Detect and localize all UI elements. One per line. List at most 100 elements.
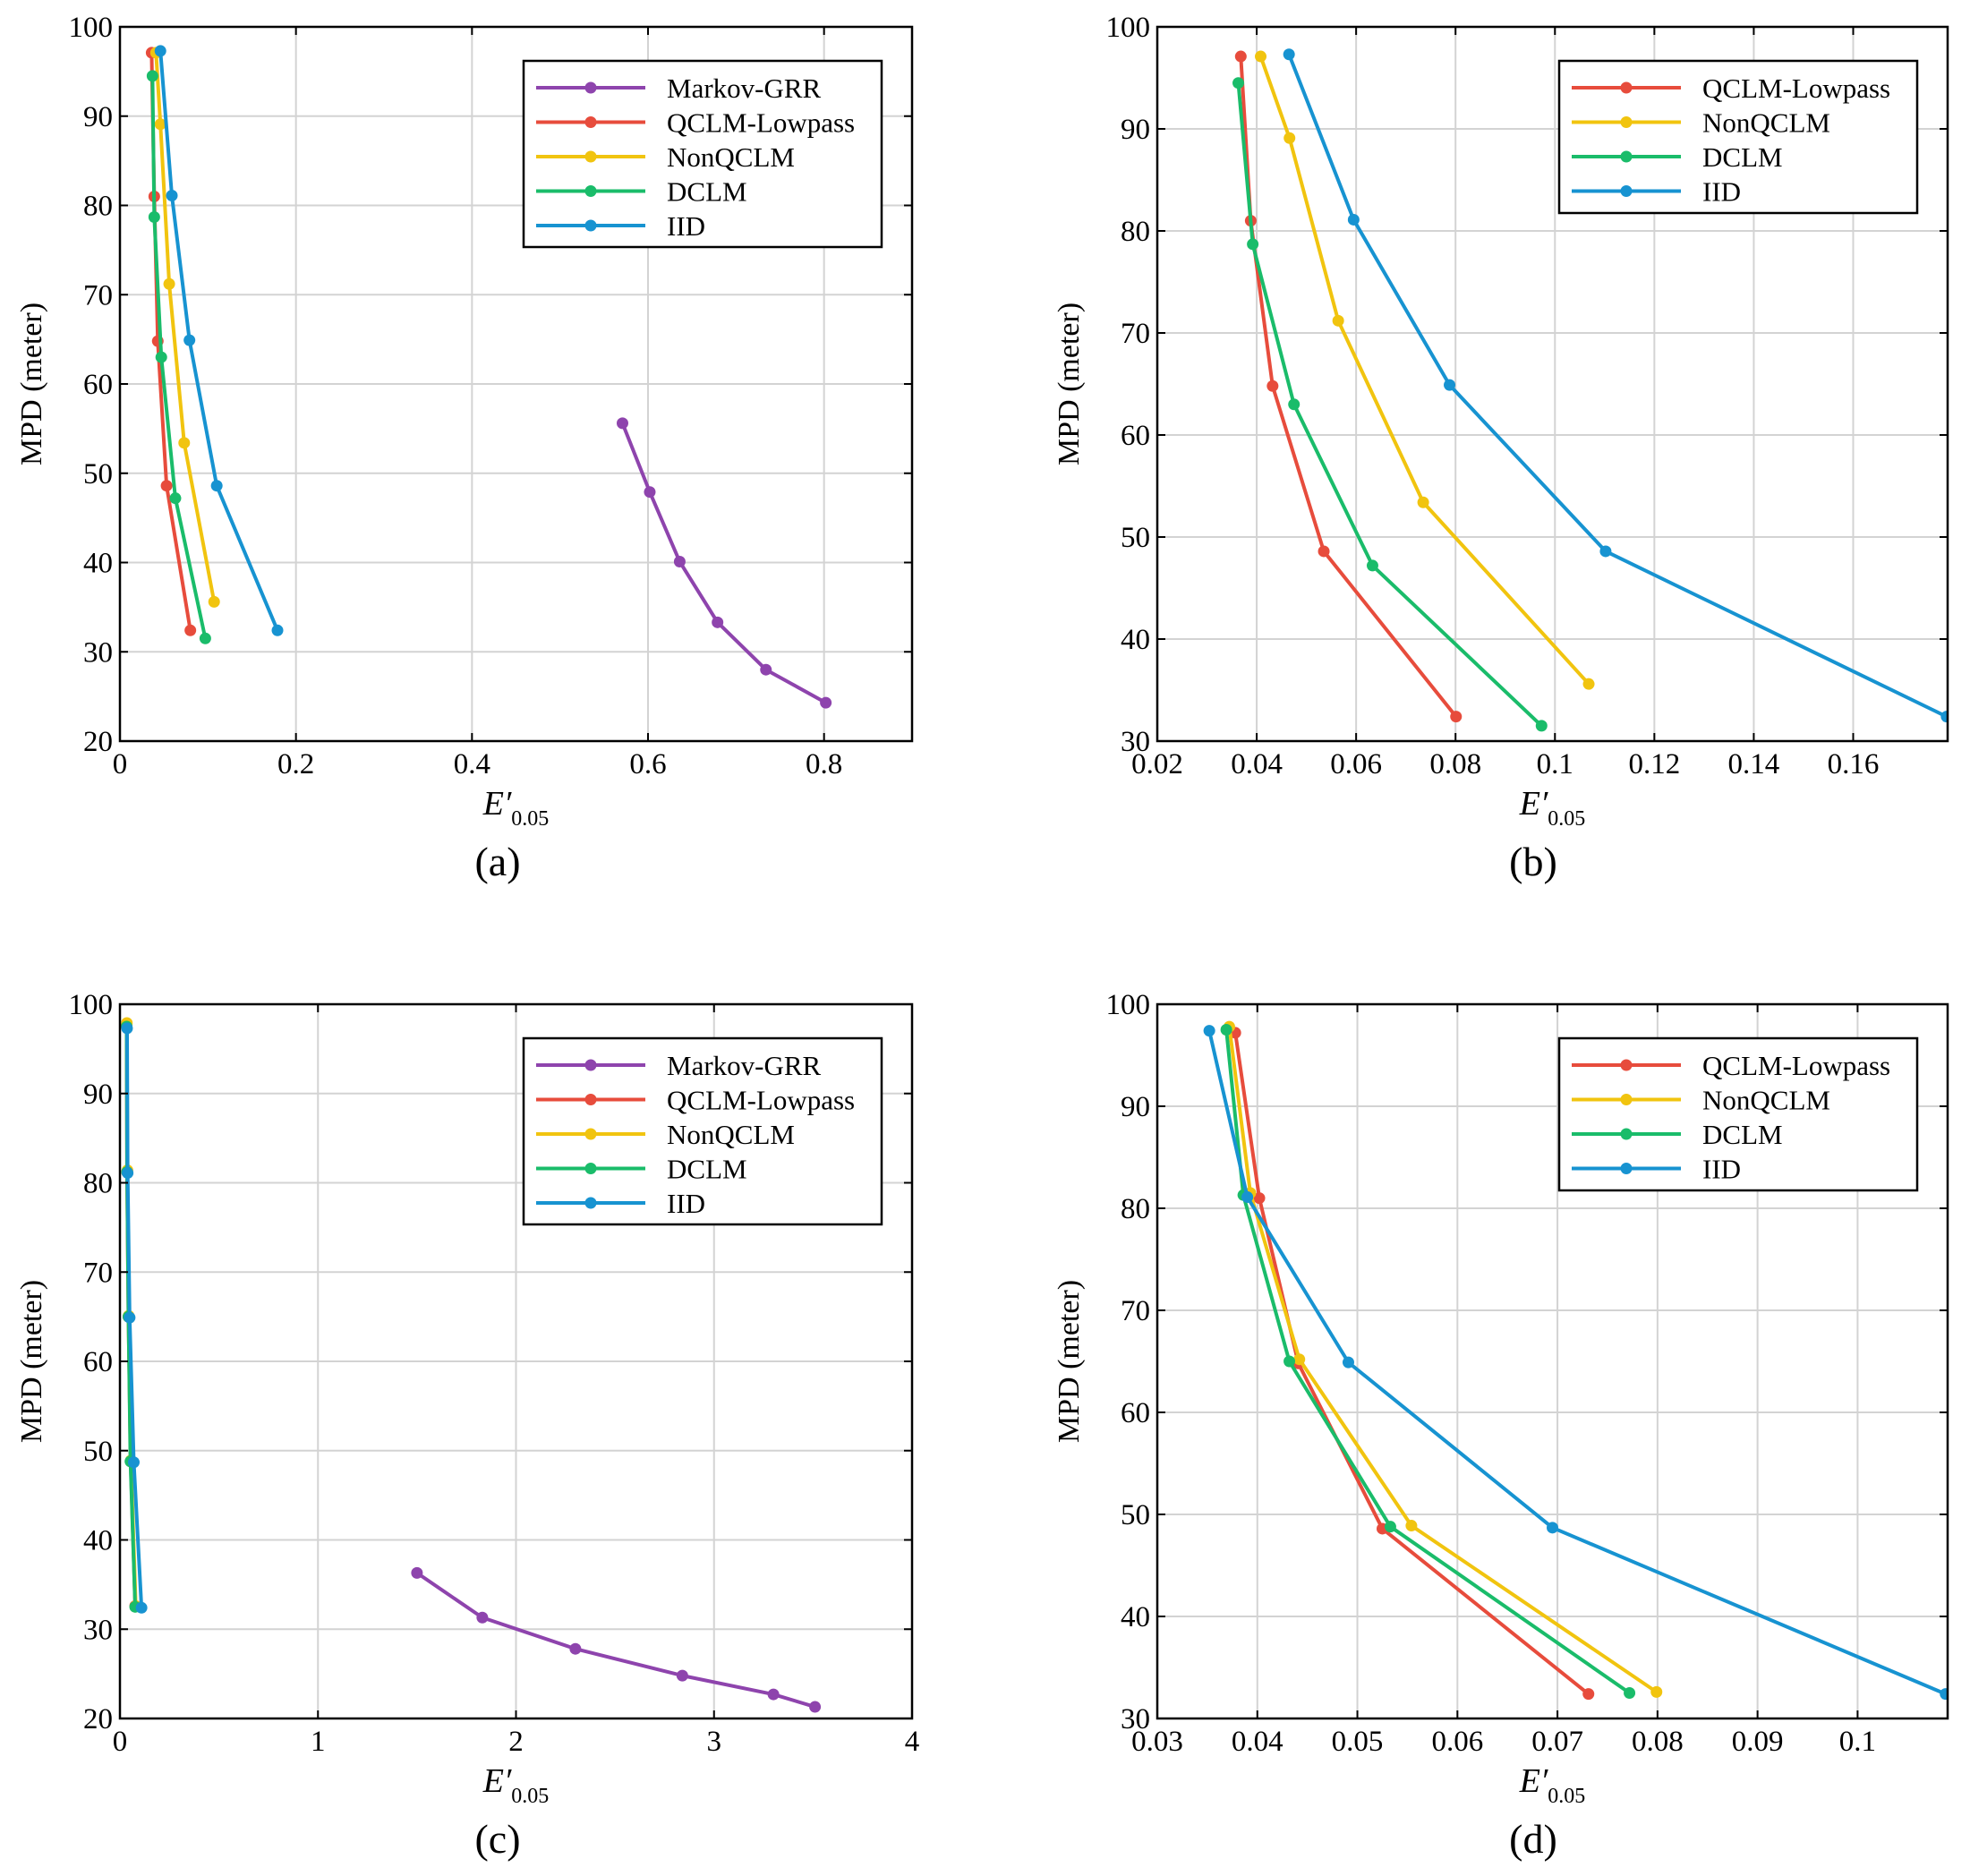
data-point-nonqclm xyxy=(1417,496,1429,508)
data-point-markov-grr xyxy=(712,616,724,628)
y-tick-label: 100 xyxy=(69,989,114,1021)
legend-label-qclm-lowpass: QCLM-Lowpass xyxy=(1702,1050,1890,1081)
data-point-iid xyxy=(1940,711,1948,723)
x-tick-label: 3 xyxy=(707,1726,722,1758)
data-point-iid xyxy=(166,190,178,202)
data-point-iid xyxy=(1599,545,1612,558)
data-point-nonqclm xyxy=(1283,132,1296,144)
legend-label-markov-grr: Markov-GRR xyxy=(667,72,822,104)
y-tick-label: 60 xyxy=(1121,1397,1150,1429)
x-tick-label: 0.02 xyxy=(1131,748,1183,780)
data-point-qclm-lowpass xyxy=(1253,1192,1266,1205)
y-tick-label: 100 xyxy=(69,12,114,44)
data-point-iid xyxy=(154,45,166,57)
data-point-iid xyxy=(1444,379,1456,391)
x-tick-label: 0.14 xyxy=(1728,748,1780,780)
data-point-iid xyxy=(1940,1688,1948,1701)
axes-frame xyxy=(1156,1002,1949,1720)
x-tick-label: 0.16 xyxy=(1828,748,1880,780)
data-point-qclm-lowpass xyxy=(1582,1688,1595,1701)
y-axis-label: MPD (meter) xyxy=(15,1280,48,1443)
legend-label-nonqclm: NonQCLM xyxy=(667,1119,795,1150)
data-point-iid xyxy=(1241,1190,1254,1203)
legend-marker-iid xyxy=(584,1197,597,1209)
y-tick-label: 80 xyxy=(1121,1193,1150,1225)
y-tick-label: 50 xyxy=(83,458,113,490)
data-point-dclm xyxy=(1288,398,1301,411)
data-point-nonqclm xyxy=(154,118,166,131)
legend-marker-qclm-lowpass xyxy=(584,1094,597,1105)
x-tick-label: 1 xyxy=(311,1726,326,1758)
data-point-markov-grr xyxy=(616,417,628,430)
legend-marker-iid xyxy=(584,219,597,232)
y-tick-label: 30 xyxy=(1121,726,1150,758)
data-point-nonqclm xyxy=(1293,1353,1306,1366)
panel-caption: (c) xyxy=(474,1816,520,1862)
y-tick-label: 80 xyxy=(1121,216,1150,248)
data-point-markov-grr xyxy=(644,486,656,499)
x-tick-label: 0.1 xyxy=(1839,1726,1876,1758)
chart-panel-a: 0 0.2 0.4 0.6 0.8 20 30 40 50 60 70 80 90 100 E′0.05 MP… xyxy=(15,12,914,884)
data-point-iid xyxy=(210,480,223,492)
y-tick-label: 70 xyxy=(1121,318,1150,350)
data-point-dclm xyxy=(1247,238,1259,251)
y-tick-label: 70 xyxy=(1121,1295,1150,1327)
data-point-iid xyxy=(1347,213,1360,226)
x-tick-label: 0.08 xyxy=(1429,748,1481,780)
legend-marker-nonqclm xyxy=(1620,116,1633,128)
data-point-dclm xyxy=(1220,1024,1232,1036)
legend-marker-qclm-lowpass xyxy=(1620,81,1633,94)
data-point-dclm xyxy=(146,70,158,82)
data-point-dclm xyxy=(1232,77,1245,90)
data-point-iid xyxy=(121,1022,133,1035)
legend-marker-iid xyxy=(1620,1163,1633,1174)
data-point-qclm-lowpass xyxy=(1450,711,1463,723)
x-tick-label: 0.1 xyxy=(1537,748,1573,780)
data-point-markov-grr xyxy=(476,1611,489,1624)
data-point-nonqclm xyxy=(1405,1520,1418,1532)
y-tick-label: 60 xyxy=(83,369,113,401)
y-tick-label: 100 xyxy=(1106,989,1151,1021)
series-line-markov-grr xyxy=(620,422,827,704)
x-tick-label: 0.05 xyxy=(1332,1726,1384,1758)
panel-caption: (b) xyxy=(1509,839,1557,884)
x-tick-label: 0 xyxy=(113,748,128,780)
series-layer xyxy=(1232,48,1948,732)
y-tick-label: 20 xyxy=(83,726,113,758)
data-point-markov-grr xyxy=(411,1566,423,1579)
x-tick-label: 0.8 xyxy=(806,748,842,780)
y-tick-label: 90 xyxy=(1121,1091,1150,1123)
legend-marker-nonqclm xyxy=(584,150,597,163)
legend-label-dclm: DCLM xyxy=(1702,141,1783,173)
legend-box xyxy=(522,1036,883,1226)
y-tick-label: 60 xyxy=(83,1346,113,1378)
y-tick-label: 100 xyxy=(1106,12,1151,44)
x-tick-label: 0.6 xyxy=(629,748,666,780)
series-line-markov-grr xyxy=(415,1571,816,1709)
y-tick-label: 50 xyxy=(1121,522,1150,554)
x-axis-label: E′0.05 xyxy=(482,785,550,831)
y-tick-label: 20 xyxy=(83,1703,113,1735)
chart-panel-b: 0.02 0.04 0.06 0.08 0.1 0.12 0.14 0.16 30 40 50 60 7… xyxy=(1053,12,1949,884)
x-tick-label: 0.04 xyxy=(1231,748,1283,780)
y-tick-label: 50 xyxy=(83,1436,113,1468)
y-tick-label: 60 xyxy=(1121,420,1150,452)
x-tick-label: 0.09 xyxy=(1732,1726,1784,1758)
data-point-dclm xyxy=(169,492,182,505)
data-point-nonqclm xyxy=(1650,1685,1663,1698)
legend-marker-markov-grr xyxy=(584,81,597,94)
legend-marker-nonqclm xyxy=(1620,1094,1633,1105)
data-point-qclm-lowpass xyxy=(1234,50,1247,63)
legend-marker-iid xyxy=(1620,185,1633,197)
data-point-nonqclm xyxy=(1255,50,1267,63)
data-point-dclm xyxy=(1624,1687,1636,1699)
legend-label-nonqclm: NonQCLM xyxy=(1702,107,1830,139)
legend-label-iid: IID xyxy=(667,1188,705,1219)
axes-frame xyxy=(1156,25,1949,743)
y-tick-label: 90 xyxy=(83,1079,113,1111)
data-point-qclm-lowpass xyxy=(160,480,173,492)
y-tick-label: 80 xyxy=(83,1168,113,1200)
x-tick-label: 0.06 xyxy=(1431,1726,1483,1758)
